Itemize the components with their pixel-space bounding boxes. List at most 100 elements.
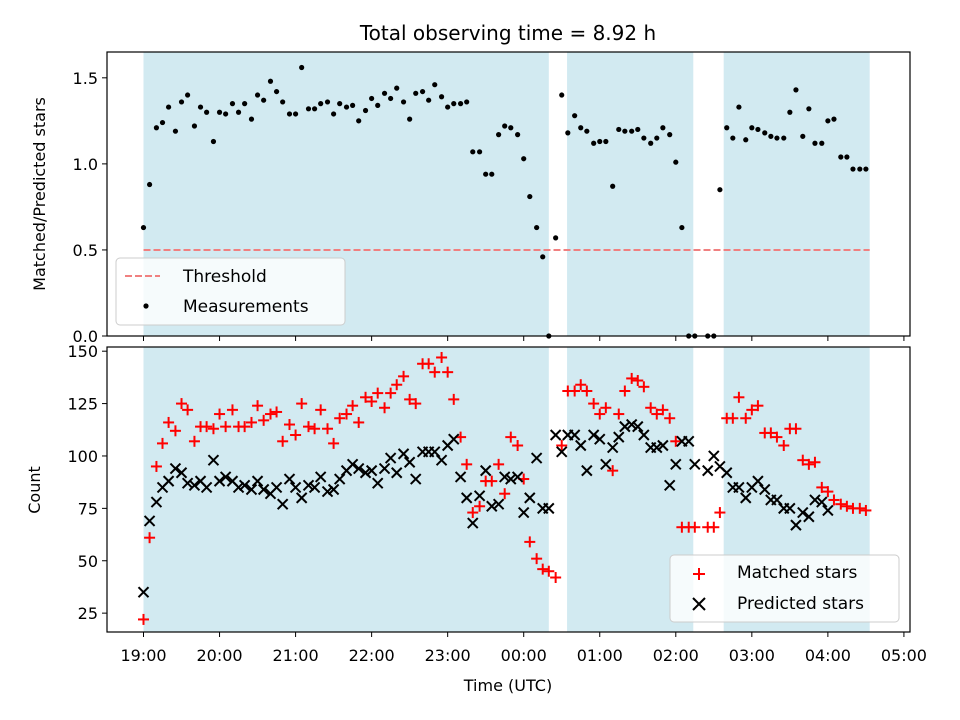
predicted-star-stroke (803, 511, 815, 523)
predicted-star-point (251, 475, 264, 487)
matched-star-point (150, 460, 162, 472)
y-tick-label: 1.0 (73, 155, 98, 174)
predicted-star-stroke (194, 475, 207, 487)
measurement-point (299, 64, 305, 71)
matched-star-point (245, 416, 257, 428)
predicted-star-stroke (226, 475, 239, 487)
predicted-star-point (384, 452, 397, 464)
matched-star-point (809, 456, 821, 468)
predicted-star-point (403, 456, 416, 468)
matched-star-point (353, 416, 365, 428)
measurement-point (413, 90, 419, 96)
predicted-star-point (302, 479, 315, 492)
predicted-star-point (613, 431, 625, 443)
predicted-star-stroke (467, 517, 479, 529)
matched-star-point (588, 398, 600, 410)
predicted-star-point (638, 429, 650, 441)
measurement-point (140, 224, 147, 231)
measurement-point (185, 92, 191, 98)
predicted-star-point (435, 454, 448, 466)
matched-star-point (290, 429, 302, 441)
matched-star-point (727, 412, 739, 424)
x-tick-label: 00:00 (501, 646, 547, 665)
predicted-star-stroke (314, 471, 327, 483)
measurement-point (477, 149, 483, 155)
measurement-point (622, 128, 628, 134)
predicted-star-point (333, 473, 346, 485)
measurement-point (806, 106, 812, 112)
predicted-star-point (816, 496, 828, 508)
measurement-point (451, 101, 457, 107)
matched-star-point (138, 613, 149, 625)
predicted-star-stroke (251, 475, 264, 487)
predicted-star-point (429, 446, 441, 458)
predicted-star-point (137, 586, 150, 598)
predicted-star-point (708, 450, 720, 462)
measurement-point (210, 138, 217, 145)
predicted-star-point (556, 446, 568, 458)
predicted-star-stroke (581, 464, 593, 477)
predicted-star-stroke (372, 477, 384, 489)
predicted-star-stroke (289, 481, 302, 494)
matched-star-point (347, 400, 359, 412)
predicted-star-stroke (346, 458, 359, 471)
predicted-star-point (473, 490, 486, 502)
predicted-star-stroke (460, 492, 473, 504)
predicted-star-point (372, 477, 384, 489)
panel-ratio: 0.0 0.5 1.0 1.5 Matched/Predicted stars Thr… (30, 51, 911, 346)
matched-star-point (423, 358, 435, 370)
x-tick-label: 04:00 (805, 646, 851, 665)
matched-star-point (841, 500, 853, 512)
matched-star-point (581, 385, 593, 397)
predicted-star-stroke (137, 586, 150, 598)
predicted-star-point (797, 506, 809, 519)
matched-star-point (746, 404, 758, 416)
predicted-star-stroke (606, 441, 619, 454)
measurement-point (229, 101, 236, 107)
predicted-star-stroke (175, 467, 188, 479)
measurement-point (400, 99, 407, 105)
legend-predicted-swatch (692, 597, 706, 611)
measurement-point (857, 166, 863, 172)
predicted-star-stroke (740, 492, 752, 504)
matched-star-point (486, 475, 498, 487)
predicted-star-point (771, 494, 783, 506)
predicted-star-stroke (245, 483, 258, 496)
predicted-star-stroke (200, 481, 213, 494)
matched-star-point (379, 402, 391, 414)
predicted-star-stroke (587, 429, 600, 441)
shaded-interval-1 (567, 52, 694, 336)
predicted-star-point (568, 429, 581, 441)
y-tick-label: 150 (67, 342, 98, 361)
measurement-point (584, 128, 590, 134)
matched-star-point (315, 404, 327, 416)
matched-star-point (651, 408, 663, 420)
predicted-star-point (479, 464, 492, 477)
predicted-star-point (702, 464, 714, 477)
measurement-point (831, 116, 837, 122)
matched-star-point (638, 381, 650, 393)
predicted-star-point (543, 502, 555, 515)
measurement-point (273, 88, 280, 95)
predicted-star-stroke (257, 483, 270, 496)
predicted-star-stroke (391, 467, 403, 479)
predicted-star-point (518, 506, 530, 519)
counts-legend: Matched stars Predicted stars (669, 554, 900, 623)
matched-star-point (398, 370, 410, 382)
predicted-star-point (391, 467, 403, 479)
measurement-point (159, 119, 166, 126)
legend-measurements-label: Measurements (183, 297, 309, 317)
predicted-star-stroke (511, 471, 524, 483)
predicted-star-point (276, 498, 289, 510)
predicted-star-point (397, 448, 410, 460)
matched-star-point (828, 494, 840, 506)
predicted-star-stroke (822, 504, 834, 517)
predicted-star-stroke (752, 475, 764, 487)
predicted-star-stroke (771, 494, 783, 506)
matched-star-point (493, 458, 505, 470)
measurement-point (565, 130, 571, 136)
matched-star-point (284, 419, 295, 431)
predicted-star-stroke (530, 452, 543, 464)
matched-star-point (594, 408, 606, 420)
